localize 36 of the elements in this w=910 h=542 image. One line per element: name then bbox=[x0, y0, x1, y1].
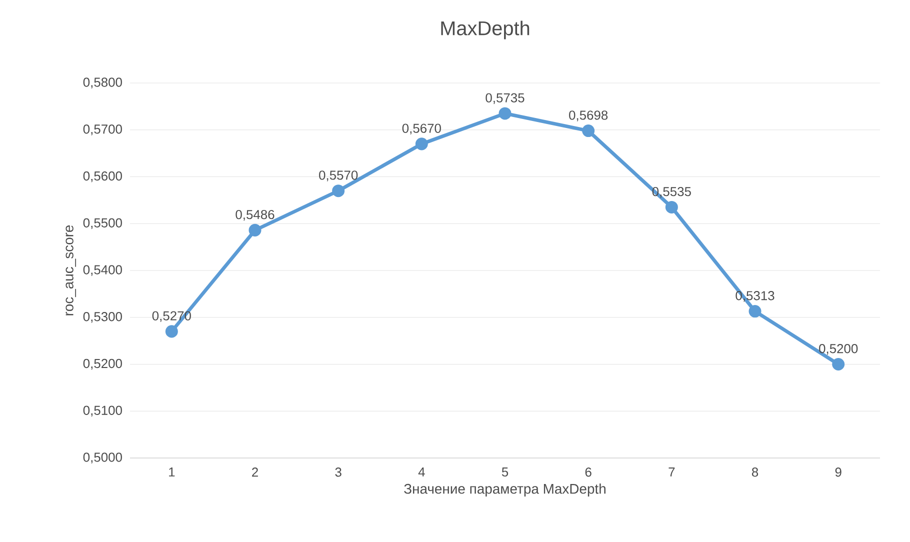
data-label: 0,5200 bbox=[819, 344, 858, 355]
data-label: 0,5698 bbox=[569, 110, 608, 122]
y-tick-label: 0,5300 bbox=[83, 312, 122, 323]
chart-title: MaxDepth bbox=[441, 20, 530, 40]
x-tick-label: 4 bbox=[418, 468, 425, 476]
y-tick-label: 0,5700 bbox=[83, 124, 122, 136]
point bbox=[332, 184, 345, 198]
point bbox=[248, 224, 262, 236]
point bbox=[582, 124, 595, 138]
point bbox=[498, 107, 512, 120]
x-tick-label: 5 bbox=[502, 468, 508, 477]
x-tick-label: 8 bbox=[752, 468, 758, 477]
y-tick-label: 0,5100 bbox=[83, 406, 122, 416]
y-tick-label: 0,5600 bbox=[83, 171, 122, 182]
data-label: 0,5486 bbox=[236, 210, 274, 221]
x-tick-label: 9 bbox=[835, 468, 842, 477]
point bbox=[832, 358, 845, 370]
data-label: 0,5735 bbox=[486, 93, 524, 104]
point bbox=[415, 138, 428, 150]
data-label: 0,5670 bbox=[402, 124, 441, 134]
y-tick-label: 0,5200 bbox=[83, 358, 122, 370]
x-tick-label: 6 bbox=[585, 468, 592, 477]
y-tick-label: 0,5000 bbox=[83, 452, 122, 464]
y-tick-label: 0,5500 bbox=[83, 218, 122, 229]
x-tick-label: 7 bbox=[668, 468, 675, 476]
point bbox=[665, 200, 678, 214]
x-tick-label: 3 bbox=[335, 468, 342, 477]
y-axis-title: roc_auc_score bbox=[66, 225, 76, 316]
point bbox=[165, 325, 178, 338]
data-label: 0,5570 bbox=[319, 170, 358, 182]
x-axis-title: Значение параметра MaxDepth bbox=[404, 484, 606, 497]
x-tick-label: 1 bbox=[169, 468, 175, 476]
y-tick-label: 0,5800 bbox=[83, 78, 122, 88]
x-tick-label: 2 bbox=[252, 468, 258, 477]
point bbox=[748, 305, 762, 318]
y-tick-label: 0,5400 bbox=[83, 265, 122, 276]
